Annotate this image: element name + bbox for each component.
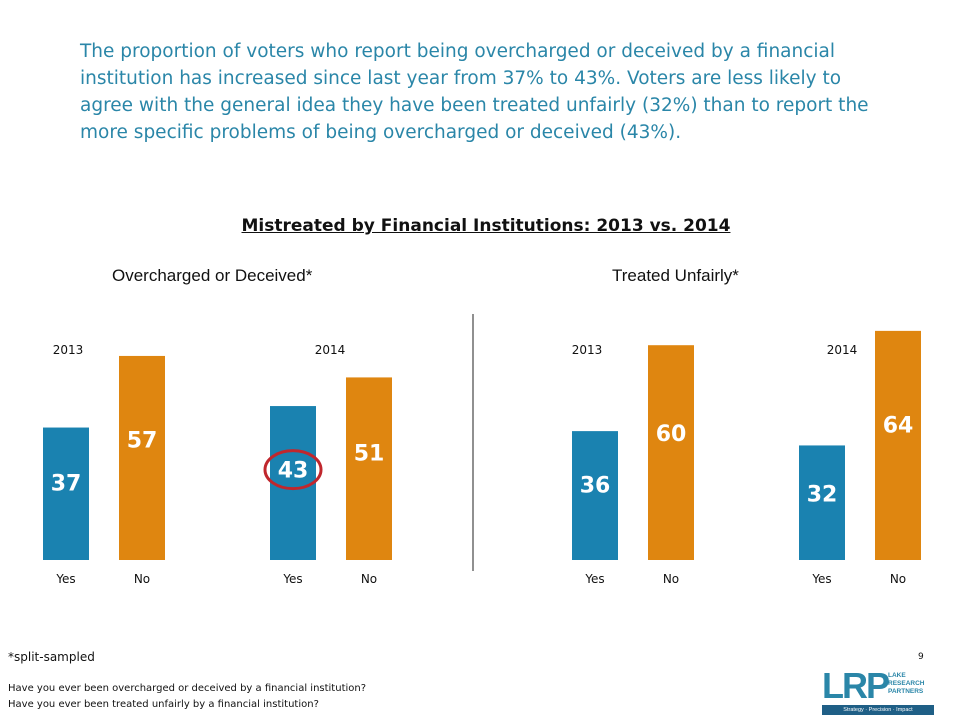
value-label: 60 [656, 422, 687, 447]
page-number: 9 [918, 652, 924, 662]
bar-no [346, 377, 392, 560]
logo-name-line: PARTNERS [888, 688, 924, 695]
bar-no [875, 330, 921, 560]
logo-tagline: Strategy · Precision · Impact [822, 705, 934, 715]
category-label-yes: Yes [55, 572, 75, 586]
highlight-circle [263, 449, 323, 491]
question-treated-unfairly: Have you ever been treated unfairly by a… [8, 699, 319, 710]
category-label-yes: Yes [282, 572, 302, 586]
intro-text: The proportion of voters who report bein… [80, 41, 869, 143]
value-label: 43 [278, 459, 309, 484]
panel-title-overcharged: Overcharged or Deceived* [112, 266, 313, 285]
bar-no [648, 345, 694, 560]
logo-name-line: LAKE [888, 672, 906, 679]
year-label: 2014 [827, 343, 858, 357]
category-label-yes: Yes [811, 572, 831, 586]
question-overcharged: Have you ever been overcharged or deceiv… [8, 683, 367, 694]
logo-name-line: RESEARCH [888, 680, 925, 687]
panel-title-treated-unfairly: Treated Unfairly* [612, 266, 739, 285]
value-label: 36 [580, 474, 611, 499]
year-label: 2013 [572, 343, 603, 357]
value-label: 51 [354, 441, 385, 466]
split-sampled-footnote: *split-sampled [8, 650, 95, 664]
year-label: 2014 [315, 343, 346, 357]
year-label: 2013 [53, 343, 84, 357]
value-label: 37 [51, 472, 82, 497]
chart-title: Mistreated by Financial Institutions: 20… [241, 216, 731, 236]
category-label-no: No [361, 572, 377, 586]
category-label-no: No [134, 572, 150, 586]
lrp-logo: LRP LAKE RESEARCH PARTNERS Strategy · Pr… [822, 668, 936, 716]
bar-yes [572, 431, 618, 560]
category-label-no: No [663, 572, 679, 586]
value-label: 32 [807, 482, 838, 507]
value-label: 64 [883, 414, 914, 439]
bar-yes [43, 427, 89, 560]
category-label-yes: Yes [584, 572, 604, 586]
logo-letters: LRP [822, 665, 890, 706]
bar-no [119, 355, 165, 560]
logo-name: LAKE RESEARCH PARTNERS [888, 672, 924, 696]
value-label: 57 [127, 429, 158, 454]
bar-yes [270, 406, 316, 560]
bar-yes [799, 445, 845, 560]
category-label-no: No [890, 572, 906, 586]
